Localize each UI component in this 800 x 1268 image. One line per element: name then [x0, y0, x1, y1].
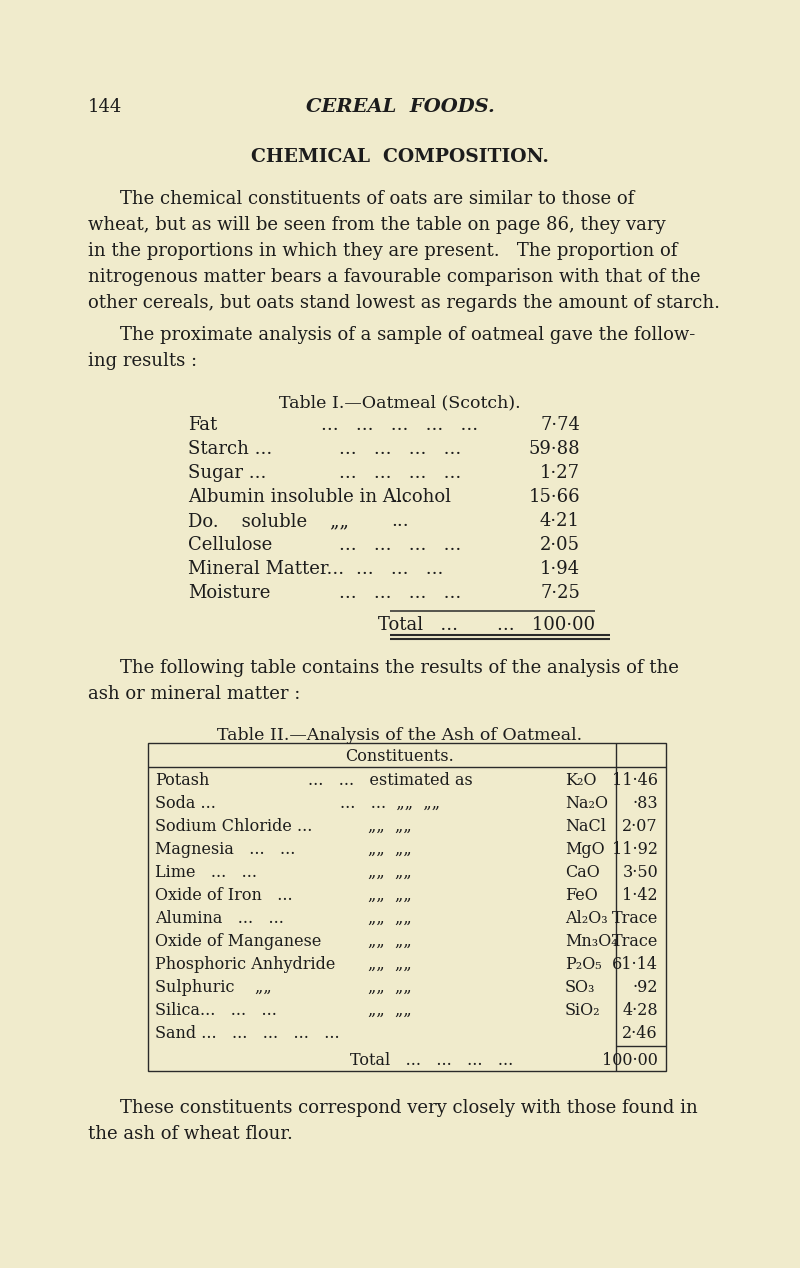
Text: „„  „„: „„ „„: [368, 933, 412, 950]
Text: „„  „„: „„ „„: [368, 888, 412, 904]
Text: The following table contains the results of the analysis of the: The following table contains the results…: [120, 659, 679, 677]
Text: 1·94: 1·94: [540, 560, 580, 578]
Text: Soda ...: Soda ...: [155, 795, 216, 812]
Text: Do.    soluble    „„: Do. soluble „„: [188, 512, 349, 530]
Text: Albumin insoluble in Alcohol: Albumin insoluble in Alcohol: [188, 488, 451, 506]
Text: ...   ...   ...   ...: ... ... ... ...: [339, 585, 461, 602]
Text: the ash of wheat flour.: the ash of wheat flour.: [88, 1125, 293, 1142]
Text: Fat: Fat: [188, 416, 218, 434]
Text: wheat, but as will be seen from the table on page 86, they vary: wheat, but as will be seen from the tabl…: [88, 216, 666, 235]
Text: Sodium Chloride ...: Sodium Chloride ...: [155, 818, 312, 836]
Text: ...: ...: [391, 488, 409, 506]
Text: „„  „„: „„ „„: [368, 910, 412, 927]
Text: Constituents.: Constituents.: [346, 748, 454, 765]
Text: Table I.—Oatmeal (Scotch).: Table I.—Oatmeal (Scotch).: [279, 394, 521, 411]
Text: SO₃: SO₃: [565, 979, 595, 995]
Text: ...   ...   ...: ... ... ...: [356, 560, 444, 578]
Text: Sulphuric    „„: Sulphuric „„: [155, 979, 272, 995]
Text: Alumina   ...   ...: Alumina ... ...: [155, 910, 284, 927]
Text: ...   100·00: ... 100·00: [497, 616, 595, 634]
Text: Starch ...: Starch ...: [188, 440, 272, 458]
Text: 3·50: 3·50: [622, 864, 658, 881]
Text: 4·28: 4·28: [622, 1002, 658, 1019]
Text: „„  „„: „„ „„: [368, 1002, 412, 1019]
Text: Phosphoric Anhydride: Phosphoric Anhydride: [155, 956, 335, 973]
Text: 11·46: 11·46: [612, 772, 658, 789]
Text: Oxide of Iron   ...: Oxide of Iron ...: [155, 888, 293, 904]
Text: ·83: ·83: [632, 795, 658, 812]
Text: The proximate analysis of a sample of oatmeal gave the follow-: The proximate analysis of a sample of oa…: [120, 326, 695, 344]
Text: ...   ...   ...   ...: ... ... ... ...: [339, 536, 461, 554]
Text: ash or mineral matter :: ash or mineral matter :: [88, 685, 300, 702]
Text: MgO: MgO: [565, 841, 605, 858]
Text: ...   ...   estimated as: ... ... estimated as: [308, 772, 472, 789]
Bar: [148, 743, 666, 1071]
Text: ...   ...   ...   ...: ... ... ... ...: [339, 464, 461, 482]
Text: ...   ...  „„  „„: ... ... „„ „„: [340, 795, 440, 812]
Text: „„  „„: „„ „„: [368, 841, 412, 858]
Text: ·92: ·92: [633, 979, 658, 995]
Text: These constituents correspond very closely with those found in: These constituents correspond very close…: [120, 1099, 698, 1117]
Text: SiO₂: SiO₂: [565, 1002, 601, 1019]
Text: Al₂O₃: Al₂O₃: [565, 910, 608, 927]
Text: Cellulose: Cellulose: [188, 536, 272, 554]
Text: Moisture: Moisture: [188, 585, 270, 602]
Text: Mineral Matter...: Mineral Matter...: [188, 560, 344, 578]
Text: Table II.—Analysis of the Ash of Oatmeal.: Table II.—Analysis of the Ash of Oatmeal…: [218, 727, 582, 744]
Text: 2·05: 2·05: [540, 536, 580, 554]
Text: Mn₃O₄: Mn₃O₄: [565, 933, 618, 950]
Text: 2·46: 2·46: [622, 1025, 658, 1042]
Text: 7·25: 7·25: [540, 585, 580, 602]
Text: Potash: Potash: [155, 772, 210, 789]
Text: Trace: Trace: [612, 933, 658, 950]
Text: CaO: CaO: [565, 864, 600, 881]
Text: „„  „„: „„ „„: [368, 818, 412, 836]
Text: P₂O₅: P₂O₅: [565, 956, 602, 973]
Text: „„  „„: „„ „„: [368, 956, 412, 973]
Text: Oxide of Manganese: Oxide of Manganese: [155, 933, 322, 950]
Text: nitrogenous matter bears a favourable comparison with that of the: nitrogenous matter bears a favourable co…: [88, 268, 701, 287]
Text: FeO: FeO: [565, 888, 598, 904]
Text: Na₂O: Na₂O: [565, 795, 608, 812]
Text: Silica...   ...   ...: Silica... ... ...: [155, 1002, 277, 1019]
Text: 61·14: 61·14: [612, 956, 658, 973]
Text: ...   ...   ...   ...: ... ... ... ...: [339, 440, 461, 458]
Text: NaCl: NaCl: [565, 818, 606, 836]
Text: Total   ...: Total ...: [378, 616, 458, 634]
Text: 4·21: 4·21: [540, 512, 580, 530]
Text: ing results :: ing results :: [88, 353, 197, 370]
Text: other cereals, but oats stand lowest as regards the amount of starch.: other cereals, but oats stand lowest as …: [88, 294, 720, 312]
Text: Trace: Trace: [612, 910, 658, 927]
Text: Magnesia   ...   ...: Magnesia ... ...: [155, 841, 295, 858]
Text: The chemical constituents of oats are similar to those of: The chemical constituents of oats are si…: [120, 190, 634, 208]
Text: Sand ...   ...   ...   ...   ...: Sand ... ... ... ... ...: [155, 1025, 340, 1042]
Text: K₂O: K₂O: [565, 772, 597, 789]
Text: 144: 144: [88, 98, 122, 115]
Text: 1·42: 1·42: [622, 888, 658, 904]
Text: CHEMICAL  COMPOSITION.: CHEMICAL COMPOSITION.: [251, 148, 549, 166]
Text: Lime   ...   ...: Lime ... ...: [155, 864, 257, 881]
Text: 100·00: 100·00: [602, 1052, 658, 1069]
Text: Total   ...   ...   ...   ...: Total ... ... ... ...: [350, 1052, 514, 1069]
Text: 15·66: 15·66: [528, 488, 580, 506]
Text: 7·74: 7·74: [540, 416, 580, 434]
Text: CEREAL  FOODS.: CEREAL FOODS.: [306, 98, 494, 115]
Text: 59·88: 59·88: [528, 440, 580, 458]
Text: 11·92: 11·92: [612, 841, 658, 858]
Text: Sugar ...: Sugar ...: [188, 464, 266, 482]
Text: 1·27: 1·27: [540, 464, 580, 482]
Text: 2·07: 2·07: [622, 818, 658, 836]
Text: ...: ...: [391, 512, 409, 530]
Text: „„  „„: „„ „„: [368, 979, 412, 995]
Text: „„  „„: „„ „„: [368, 864, 412, 881]
Text: ...   ...   ...   ...   ...: ... ... ... ... ...: [322, 416, 478, 434]
Text: in the proportions in which they are present.   The proportion of: in the proportions in which they are pre…: [88, 242, 678, 260]
